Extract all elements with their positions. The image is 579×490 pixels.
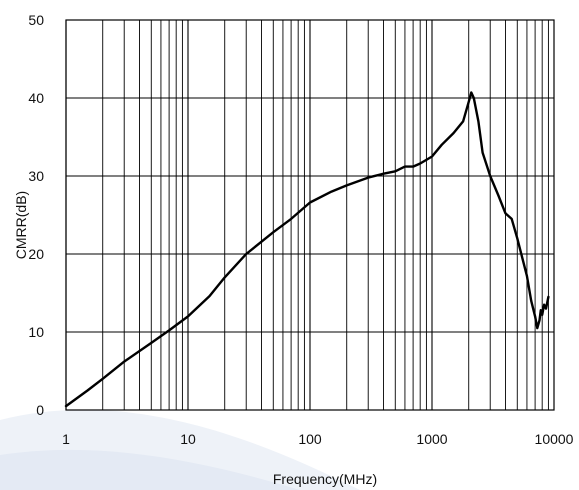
x-tick-label: 100 xyxy=(298,431,322,447)
y-tick-label: 0 xyxy=(36,402,44,418)
x-tick-label: 10 xyxy=(180,431,196,447)
series-line xyxy=(64,91,550,408)
y-tick-label: 50 xyxy=(28,12,44,28)
y-tick-label: 20 xyxy=(28,246,44,262)
x-tick-label: 1000 xyxy=(416,431,447,447)
x-axis-label: Frequency(MHz) xyxy=(273,471,377,487)
y-tick-label: 30 xyxy=(28,168,44,184)
y-tick-labels: 0 10 20 30 40 50 xyxy=(28,12,44,418)
y-axis-label: CMRR(dB) xyxy=(13,191,29,259)
x-tick-label: 1 xyxy=(62,431,70,447)
minor-gridlines xyxy=(102,20,549,410)
y-tick-label: 40 xyxy=(28,90,44,106)
x-tick-labels: 1 10 100 1000 10000 xyxy=(62,431,574,447)
plot-area-border xyxy=(65,19,555,411)
x-tick-label: 10000 xyxy=(535,431,574,447)
y-tick-label: 10 xyxy=(28,324,44,340)
